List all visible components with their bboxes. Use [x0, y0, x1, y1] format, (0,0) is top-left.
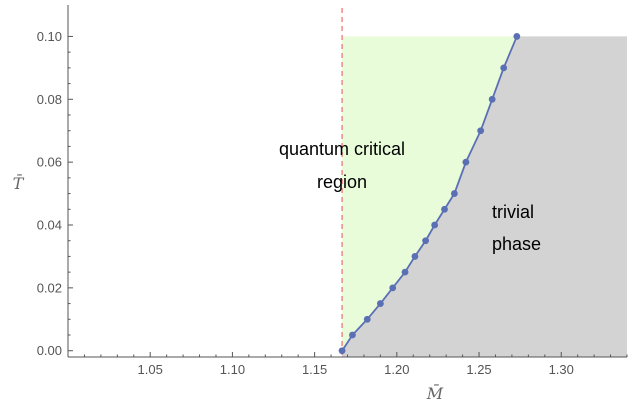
data-point: [462, 158, 470, 166]
data-point: [349, 331, 356, 339]
x-axis-label: M̄: [426, 382, 444, 403]
data-point: [488, 95, 496, 103]
quantum-critical-label-line1: quantum critical: [279, 139, 405, 159]
y-tick-label: 0.08: [37, 92, 62, 107]
data-point: [411, 253, 419, 260]
data-point: [500, 64, 508, 72]
data-point: [513, 33, 521, 40]
data-point: [477, 127, 485, 135]
x-tick-label: 1.15: [302, 362, 327, 377]
y-tick-label: 0.10: [37, 29, 62, 44]
data-point: [338, 347, 346, 355]
y-tick-label: 0.06: [37, 155, 62, 170]
trivial-phase-label-line1: trivial: [492, 202, 534, 222]
data-point: [401, 268, 409, 276]
data-point: [441, 205, 448, 213]
y-tick-label: 0.04: [37, 218, 62, 233]
data-point: [389, 284, 397, 292]
x-tick-label: 1.30: [549, 362, 574, 377]
x-tick-label: 1.10: [220, 362, 245, 377]
regions-layer: [342, 36, 627, 358]
annotation-layer: quantum critical region trivial phase: [279, 139, 541, 254]
trivial-phase-label-line2: phase: [492, 234, 541, 254]
data-point: [450, 190, 458, 197]
quantum-critical-label-line2: region: [317, 172, 367, 192]
x-tick-label: 1.20: [384, 362, 409, 377]
axes-layer: 1.05 1.10 1.15 1.20 1.25 1.30 0.00 0.02 0.04 0.06…: [13, 5, 628, 403]
y-tick-label: 0.00: [37, 343, 62, 358]
data-point: [431, 221, 439, 229]
y-tick-label: 0.02: [37, 280, 62, 295]
x-tick-label: 1.05: [138, 362, 163, 377]
curve-layer: [338, 33, 521, 355]
boundary-curve: [341, 36, 518, 352]
trivial-phase-region: [342, 36, 627, 358]
quantum-critical-region: [342, 36, 517, 351]
data-point: [376, 300, 384, 307]
x-tick-label: 1.25: [466, 362, 491, 377]
y-axis-label: T̄: [13, 172, 25, 193]
data-point: [363, 315, 371, 323]
data-point: [422, 237, 429, 245]
